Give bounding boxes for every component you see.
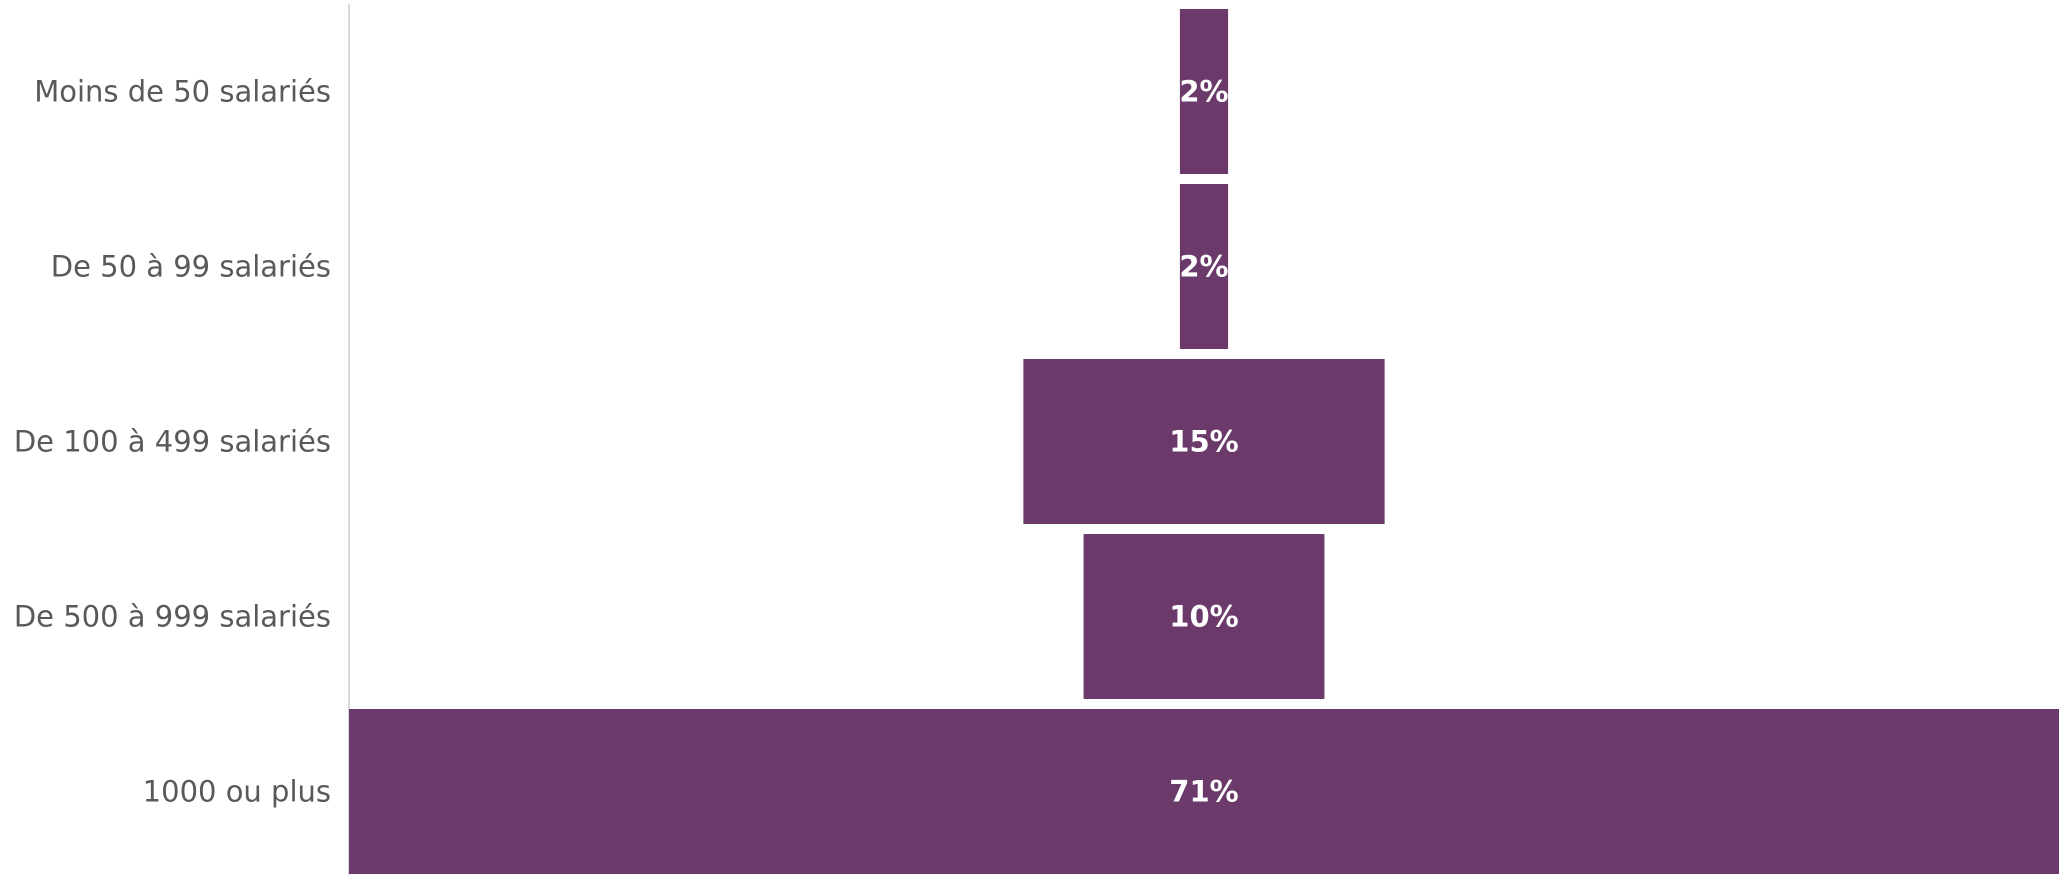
- data-label: 71%: [1169, 775, 1238, 809]
- data-label: 10%: [1169, 600, 1238, 634]
- bar-4: [1083, 534, 1325, 699]
- category-label: Moins de 50 salariés: [34, 75, 331, 109]
- bars-group: [349, 9, 2059, 874]
- category-label: 1000 ou plus: [143, 775, 331, 809]
- value-labels-group: 2% 2% 15% 10% 71%: [1169, 75, 1238, 809]
- category-label: De 500 à 999 salariés: [14, 600, 331, 634]
- bar-2: [1179, 184, 1229, 349]
- bar-3: [1023, 359, 1385, 524]
- category-labels-group: Moins de 50 salariés De 50 à 99 salariés D…: [14, 75, 331, 809]
- data-label: 2%: [1179, 250, 1228, 284]
- category-label: De 100 à 499 salariés: [14, 425, 331, 459]
- category-label: De 50 à 99 salariés: [51, 250, 331, 284]
- data-label: 2%: [1179, 75, 1228, 109]
- bar-1: [1179, 9, 1229, 174]
- bar-5: [349, 709, 2059, 874]
- data-label: 15%: [1169, 425, 1238, 459]
